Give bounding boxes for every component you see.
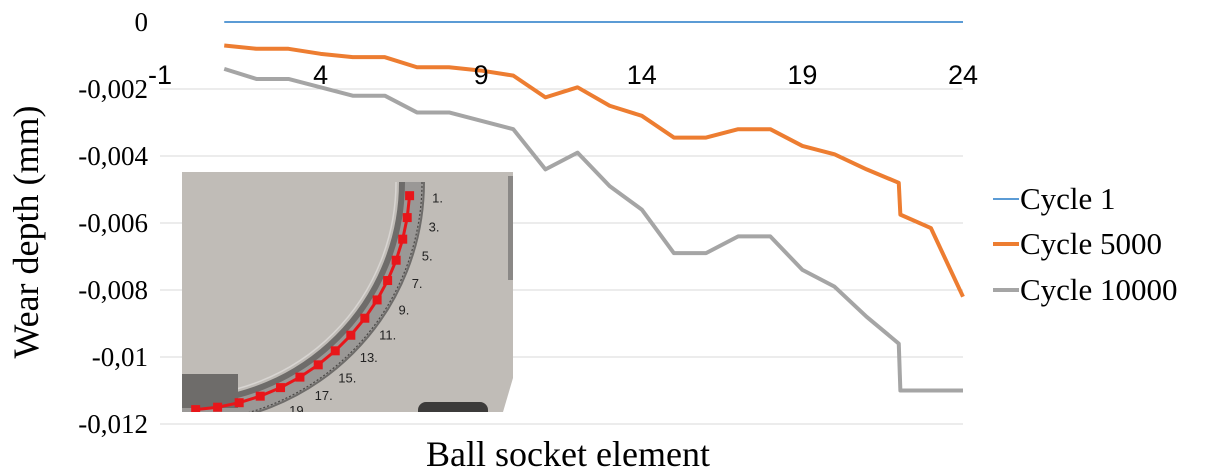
x-axis-ticks: -1 4 9 14 19 24 (148, 60, 978, 90)
x-tick-label: 19 (787, 60, 817, 90)
y-axis-title: Wear depth (mm) (6, 105, 46, 358)
legend-entry: Cycle 10000 (1020, 272, 1178, 307)
inset-marker (276, 383, 286, 393)
x-tick-label: 14 (627, 60, 657, 90)
inset-element-label: 11. (379, 327, 396, 342)
inset-element-label: 3. (429, 220, 440, 235)
x-tick-label: -1 (148, 60, 172, 90)
inset-marker (372, 295, 382, 305)
inset-element-label: 21. (262, 415, 280, 430)
inset-marker (213, 402, 223, 412)
series-line-3 (223, 66, 963, 393)
socket-right-edge (508, 176, 513, 280)
inset-element-label: 13. (360, 350, 378, 365)
inset-element-label: 19. (289, 403, 307, 418)
socket-lower-part (418, 402, 488, 412)
y-tick-label: -0,008 (78, 275, 148, 305)
legend-entry: Cycle 1 (1020, 181, 1116, 216)
socket-base-block (182, 374, 238, 408)
inset-element-label: 23. (234, 424, 252, 439)
inset-element-label: 15. (338, 370, 356, 385)
inset-marker (234, 398, 244, 408)
y-axis-ticks: 0 -0,002 -0,004 -0,006 -0,008 -0,01 -0,012 (78, 7, 148, 439)
inset-marker (313, 360, 323, 370)
inset-marker (402, 213, 412, 223)
inset-element-label: 9. (398, 303, 409, 318)
inset-image: 1. 3. 5. 7.9.11.13. 15. 17. 19. 21. 23. (182, 172, 513, 439)
inset-element-label: 17. (315, 388, 333, 403)
inset-marker (383, 276, 393, 286)
inset-marker (191, 405, 201, 412)
inset-marker (360, 313, 370, 323)
y-tick-label: -0,004 (78, 141, 148, 171)
series-line-2 (224, 43, 965, 298)
socket-dotted-edge (182, 181, 423, 412)
ball-socket-inset-image: 1. 3. 5. 7.9.11.13. 15. 17. 19. 21. 23. (182, 172, 513, 439)
inset-element-label: 1. (432, 190, 443, 205)
inset-marker (391, 255, 401, 265)
inset-wear-profile (195, 195, 412, 412)
socket-inner-band (182, 181, 423, 412)
x-axis-title: Ball socket element (426, 434, 710, 474)
inset-marker (346, 330, 356, 340)
x-tick-label: 4 (313, 60, 328, 90)
y-tick-label: -0,01 (92, 342, 148, 372)
inset-element-label: 5. (422, 248, 433, 263)
inset-element-label: 7. (412, 276, 423, 291)
y-tick-label: -0,012 (78, 409, 148, 439)
x-tick-label: 9 (474, 60, 489, 90)
inset-marker (330, 346, 340, 356)
inset-marker (295, 372, 305, 382)
inset-marker (398, 234, 408, 244)
y-tick-label: -0,002 (78, 74, 148, 104)
y-tick-label: 0 (135, 7, 149, 37)
legend: Cycle 1 Cycle 5000 Cycle 10000 (993, 181, 1178, 307)
inset-marker (405, 191, 415, 201)
legend-entry: Cycle 5000 (1020, 226, 1162, 261)
y-tick-label: -0,006 (78, 208, 148, 238)
series-lines (223, 21, 965, 393)
inset-background (182, 172, 513, 412)
x-tick-label: 24 (948, 60, 978, 90)
inset-marker (255, 391, 265, 401)
